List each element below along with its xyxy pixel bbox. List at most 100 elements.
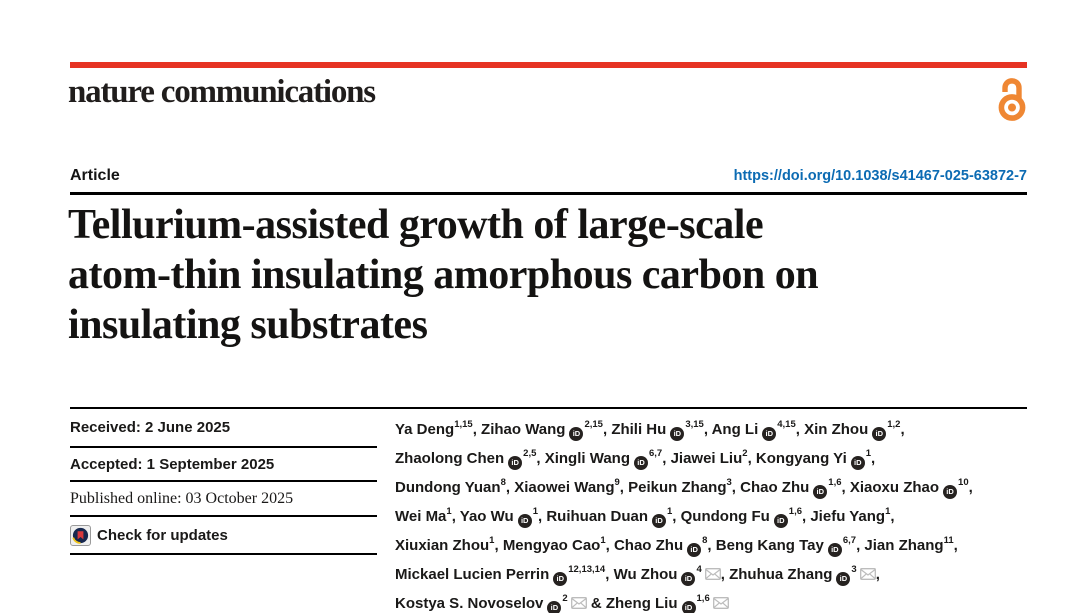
author-name: Xin Zhou [804,421,869,438]
orcid-icon[interactable]: iD [762,427,777,441]
author-line: Zhaolong Chen iD2,5, Xingli Wang iD6,7, Ji… [395,442,1035,471]
published-date: Published online: 03 October 2025 [70,489,294,507]
author-name: Xiaoxu Zhao [849,479,940,496]
orcid-icon[interactable]: iD [508,456,523,470]
author-name: Mickael Lucien Perrin [395,566,550,583]
author-affiliation-sup: 10 [958,477,969,488]
author-name: Zhili Hu [611,421,667,438]
author-line: Xiuxian Zhou1, Mengyao Cao1, Chao Zhu iD8… [395,529,1035,558]
accepted-date-row: Accepted: 1 September 2025 [70,448,377,482]
author-affiliation-sup: 9 [614,477,620,488]
author-affiliation-sup: 12,13,14 [568,564,606,575]
author-name: Jiefu Yang [810,508,886,525]
author-name: Xiaowei Wang [514,479,615,496]
author-name: Ruihuan Duan [546,508,648,525]
author-name: Xiuxian Zhou [395,537,490,554]
author: Mickael Lucien Perrin iD12,13,14 [395,564,606,586]
orcid-icon[interactable]: iD [836,572,851,586]
author-affiliation-sup: 1,6 [696,593,710,604]
author-separator: , [605,566,614,583]
author-line: Ya Deng1,15, Zihao Wang iD2,15, Zhili Hu i… [395,413,1035,442]
author-separator: , [795,421,805,438]
crossmark-icon[interactable] [70,524,91,546]
author: Ya Deng1,15 [395,419,473,438]
author-affiliation-sup: 1 [446,506,452,517]
orcid-icon[interactable]: iD [652,514,666,528]
author-affiliation-sup: 4 [696,564,702,575]
author-separator: , [605,537,614,554]
author-separator: , [802,508,811,525]
author-affiliation-sup: 1,2 [887,419,901,430]
author-affiliation-sup: 1 [532,506,538,517]
author-separator: , [890,508,895,525]
author: Zhaolong Chen iD2,5 [395,448,536,470]
email-icon[interactable] [712,597,729,609]
author: Chao Zhu iD8 [614,535,707,557]
orcid-icon[interactable]: iD [813,485,828,499]
orcid-icon[interactable]: iD [872,427,887,441]
author-name: Yao Wu [459,508,514,525]
author-name: Beng Kang Tay [715,537,824,554]
article-info-section: Received: 2 June 2025 Accepted: 1 Septem… [70,407,1027,613]
author-separator: , [731,479,741,496]
author: Xiuxian Zhou1 [395,535,495,554]
author-affiliation-sup: 6,7 [842,535,857,546]
author: Ruihuan Duan iD1 [546,506,672,528]
author-affiliation-sup: 3,15 [685,419,704,430]
author: Jiefu Yang1 [810,506,890,525]
author-separator: , [472,421,482,438]
author-affiliation-sup: 1 [489,535,495,546]
author-name: Jiawei Liu [670,450,743,467]
email-icon[interactable] [704,568,721,580]
email-icon[interactable] [859,568,876,580]
article-bar: Article https://doi.org/10.1038/s41467-0… [70,167,1027,185]
author: Mengyao Cao1 [503,535,606,554]
doi-link[interactable]: https://doi.org/10.1038/s41467-025-63872… [733,168,1027,184]
header-rule [70,192,1027,195]
orcid-icon[interactable]: iD [634,456,648,470]
orcid-icon[interactable]: iD [687,543,702,557]
author-name: Jian Zhang [864,537,944,554]
author-affiliation-sup: 1 [865,448,872,459]
orcid-icon[interactable]: iD [547,601,562,613]
check-for-updates-label[interactable]: Check for updates [97,526,228,544]
orcid-icon[interactable]: iD [670,427,685,441]
author-separator: , [494,537,503,554]
orcid-icon[interactable]: iD [553,572,568,586]
author: Yao Wu iD1 [459,506,538,528]
author-separator: , [451,508,460,525]
author-separator: , [602,421,612,438]
author: Xingli Wang iD6,7 [545,448,662,470]
author-affiliation-sup: 3 [851,564,857,575]
author-line: Dundong Yuan8, Xiaowei Wang9, Peikun Zha… [395,471,1035,500]
author: Beng Kang Tay iD6,7 [715,535,857,557]
orcid-icon[interactable]: iD [827,543,842,557]
orcid-icon[interactable]: iD [517,514,532,528]
author-separator: , [672,508,681,525]
article-type-label: Article [70,167,120,184]
author-line: Wei Ma1, Yao Wu iD1, Ruihuan Duan iD1, Qun… [395,500,1035,529]
author-name: Dundong Yuan [395,479,501,496]
author-affiliation-sup: 4,15 [777,419,796,430]
orcid-icon[interactable]: iD [850,456,865,470]
author: Peikun Zhang3 [628,477,732,496]
check-for-updates-link[interactable]: Check for updates [70,517,377,555]
author: Qundong Fu iD1,6 [681,506,802,528]
author-name: Peikun Zhang [628,479,727,496]
author: Dundong Yuan8 [395,477,506,496]
author: Chao Zhu iD1,6 [740,477,842,499]
author-affiliation-sup: 2 [742,448,748,459]
orcid-icon[interactable]: iD [943,485,958,499]
author-name: Kongyang Yi [755,450,847,467]
author-separator: , [953,537,958,554]
author-separator: , [841,479,850,496]
author: Ang Li iD4,15 [712,419,796,441]
orcid-icon[interactable]: iD [773,514,788,528]
author-separator: & [586,595,606,612]
orcid-icon[interactable]: iD [569,427,584,441]
author-affiliation-sup: 2 [562,593,568,604]
orcid-icon[interactable]: iD [681,601,696,613]
accepted-date: Accepted: 1 September 2025 [70,455,275,473]
orcid-icon[interactable]: iD [681,572,696,586]
email-icon[interactable] [570,597,587,609]
